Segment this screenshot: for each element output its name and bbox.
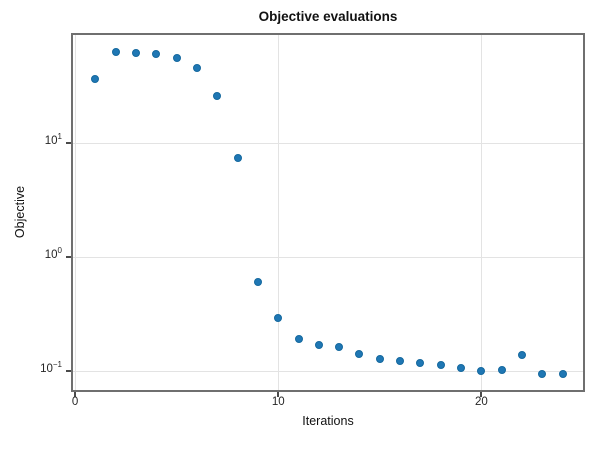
data-point: [518, 350, 527, 359]
y-gridline: [73, 370, 583, 372]
y-tick-label: 101: [44, 132, 62, 147]
y-gridline: [73, 256, 583, 258]
data-point: [355, 349, 364, 358]
y-tick-label: 10−1: [40, 360, 62, 375]
data-point: [558, 369, 567, 378]
x-tick-label: 10: [271, 396, 285, 408]
data-point: [172, 53, 181, 62]
x-tick-mark: [74, 392, 77, 397]
data-point: [497, 365, 506, 374]
data-point: [213, 92, 222, 101]
data-point: [416, 358, 425, 367]
chart-title: Objective evaluations: [258, 9, 398, 24]
data-point: [457, 364, 466, 373]
data-point: [131, 48, 140, 57]
y-tick-mark: [66, 369, 71, 372]
y-gridline: [73, 142, 583, 144]
data-point: [375, 355, 384, 364]
data-point: [436, 360, 445, 369]
data-point: [477, 366, 486, 375]
data-point: [253, 278, 262, 287]
x-tick-mark: [277, 392, 280, 397]
data-point: [192, 63, 201, 72]
x-gridline: [278, 35, 280, 390]
y-tick-mark: [66, 141, 71, 144]
plot-area: [71, 33, 585, 392]
data-point: [152, 50, 161, 59]
data-point: [111, 47, 120, 56]
x-tick-label: 0: [71, 396, 79, 408]
y-tick-mark: [66, 255, 71, 258]
x-gridline: [481, 35, 483, 390]
y-tick-label: 100: [44, 246, 62, 261]
data-point: [538, 369, 547, 378]
data-point: [335, 342, 344, 351]
x-tick-mark: [480, 392, 483, 397]
data-point: [274, 313, 283, 322]
data-point: [91, 75, 100, 84]
x-gridline: [75, 35, 77, 390]
x-axis-label: Iterations: [302, 414, 354, 428]
data-point: [294, 335, 303, 344]
data-point: [233, 153, 242, 162]
data-point: [314, 340, 323, 349]
x-tick-label: 20: [475, 396, 488, 408]
data-point: [396, 357, 405, 366]
